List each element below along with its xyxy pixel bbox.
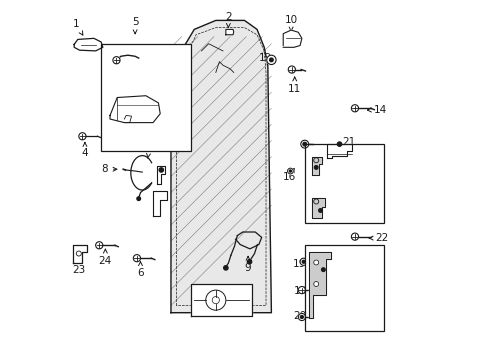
- Circle shape: [298, 314, 305, 320]
- Circle shape: [302, 260, 305, 263]
- Text: 2: 2: [224, 12, 231, 28]
- Text: 12: 12: [258, 53, 271, 63]
- Polygon shape: [73, 245, 87, 263]
- Polygon shape: [74, 39, 102, 51]
- Circle shape: [269, 58, 273, 62]
- Text: 4: 4: [81, 142, 88, 158]
- Polygon shape: [311, 157, 321, 175]
- Polygon shape: [308, 252, 330, 318]
- Polygon shape: [190, 284, 251, 316]
- Circle shape: [79, 133, 86, 140]
- Circle shape: [298, 287, 305, 294]
- Text: 21: 21: [341, 138, 354, 154]
- Circle shape: [314, 166, 317, 169]
- Text: 6: 6: [137, 262, 143, 278]
- Circle shape: [266, 55, 276, 64]
- Circle shape: [313, 282, 318, 287]
- Bar: [305, 244, 384, 330]
- Circle shape: [96, 242, 102, 249]
- Circle shape: [300, 316, 303, 319]
- Text: 3: 3: [164, 102, 178, 112]
- Text: 11: 11: [287, 77, 301, 94]
- Circle shape: [303, 142, 306, 146]
- Circle shape: [289, 170, 291, 172]
- Circle shape: [159, 168, 163, 172]
- Text: 23: 23: [72, 258, 85, 275]
- Text: 14: 14: [367, 105, 386, 115]
- Text: 1: 1: [73, 19, 82, 35]
- Text: 7: 7: [146, 143, 152, 158]
- Polygon shape: [171, 21, 271, 313]
- Circle shape: [351, 233, 358, 240]
- Text: 16: 16: [282, 168, 295, 182]
- Text: 18: 18: [293, 286, 310, 296]
- Text: 22: 22: [368, 233, 387, 243]
- Bar: [305, 144, 384, 223]
- Polygon shape: [153, 191, 167, 216]
- Polygon shape: [110, 96, 160, 123]
- Circle shape: [287, 168, 293, 174]
- Text: 5: 5: [132, 17, 138, 34]
- Circle shape: [137, 197, 140, 201]
- Circle shape: [223, 266, 227, 270]
- Circle shape: [287, 66, 295, 73]
- Text: 15: 15: [304, 144, 317, 160]
- Text: 8: 8: [101, 164, 117, 174]
- Circle shape: [300, 258, 306, 265]
- Circle shape: [247, 260, 251, 264]
- Bar: [101, 44, 190, 151]
- Polygon shape: [225, 30, 233, 35]
- Circle shape: [133, 255, 140, 262]
- Text: 25: 25: [216, 292, 229, 309]
- Polygon shape: [311, 198, 325, 218]
- Text: 24: 24: [99, 249, 112, 266]
- Text: 19: 19: [292, 259, 309, 269]
- Polygon shape: [283, 30, 301, 47]
- Circle shape: [321, 268, 325, 271]
- Text: 17: 17: [365, 274, 384, 284]
- Circle shape: [113, 57, 120, 64]
- Text: 13: 13: [350, 180, 369, 190]
- Text: 9: 9: [244, 256, 251, 273]
- Circle shape: [313, 260, 318, 265]
- Text: 10: 10: [284, 15, 297, 31]
- Circle shape: [318, 209, 322, 212]
- Circle shape: [337, 142, 341, 146]
- Polygon shape: [326, 144, 351, 158]
- Circle shape: [300, 140, 308, 148]
- Polygon shape: [156, 166, 164, 184]
- Text: 20: 20: [292, 311, 309, 321]
- Circle shape: [351, 105, 358, 112]
